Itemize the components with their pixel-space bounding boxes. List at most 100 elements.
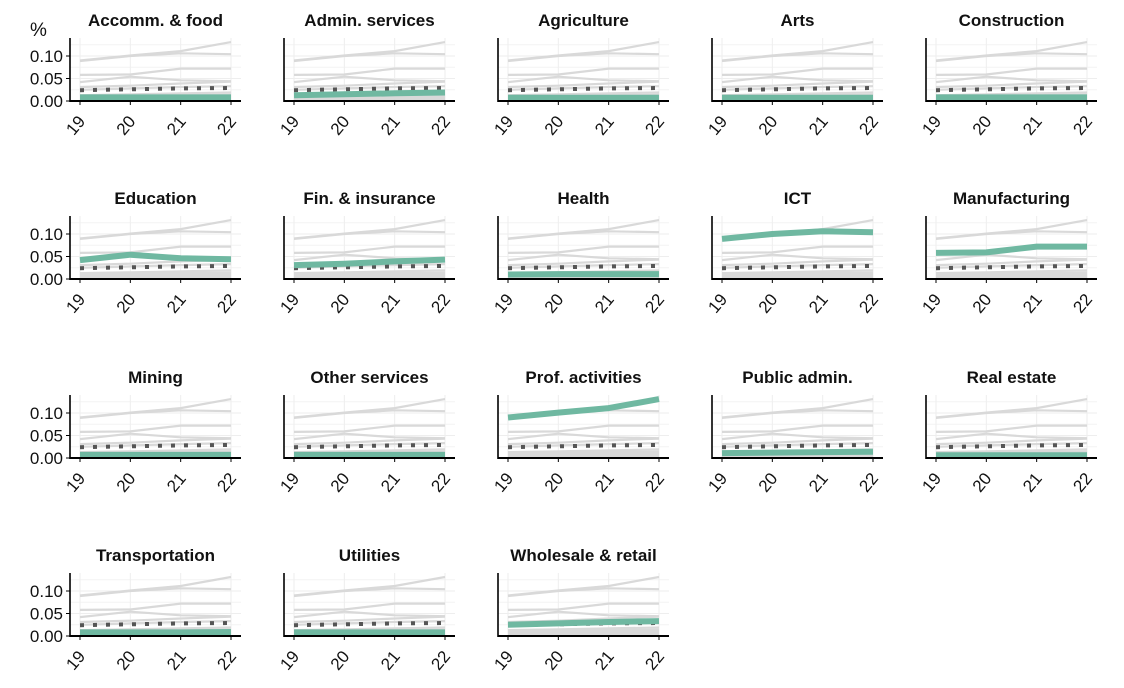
x-tick-label: 19 [490, 647, 517, 674]
panel-title: Prof. activities [525, 368, 641, 387]
x-tick-label: 19 [918, 112, 945, 139]
panel-title: Arts [780, 11, 814, 30]
x-tick-label: 21 [805, 469, 832, 496]
background-series-line [722, 69, 873, 75]
background-series-line [294, 434, 445, 439]
x-tick-label: 19 [62, 290, 89, 317]
x-tick-label: 19 [490, 290, 517, 317]
background-series-line [508, 77, 659, 82]
background-series-line [508, 612, 659, 617]
background-series-line [936, 69, 1087, 75]
x-tick-label: 22 [213, 469, 240, 496]
x-tick-label: 22 [427, 112, 454, 139]
x-tick-label: 22 [1069, 112, 1096, 139]
background-series-line [508, 434, 659, 439]
background-series-line [294, 247, 445, 253]
x-tick-label: 22 [427, 647, 454, 674]
x-tick-label: 20 [755, 469, 782, 496]
background-series-line [294, 69, 445, 75]
x-tick-label: 19 [704, 112, 731, 139]
x-tick-label: 20 [969, 112, 996, 139]
x-tick-label: 21 [163, 469, 190, 496]
background-series-line [508, 255, 659, 260]
panel-title: Public admin. [742, 368, 853, 387]
x-tick-label: 21 [591, 290, 618, 317]
x-tick-label: 19 [490, 469, 517, 496]
panel-title: Fin. & insurance [303, 189, 435, 208]
background-series-line [80, 273, 231, 274]
background-series-line [508, 69, 659, 75]
x-tick-label: 19 [62, 647, 89, 674]
background-series-line [722, 255, 873, 260]
background-series-line [80, 434, 231, 439]
background-series-line [722, 247, 873, 253]
x-tick-label: 22 [1069, 469, 1096, 496]
highlight-series-line [936, 247, 1087, 253]
background-series-line [80, 69, 231, 75]
panel-13: Public admin. 19 20 21 22 [704, 368, 883, 496]
x-tick-label: 19 [276, 112, 303, 139]
background-series-line [294, 604, 445, 610]
background-series-line [80, 426, 231, 432]
panel-title: Utilities [339, 546, 400, 565]
x-tick-label: 22 [855, 469, 882, 496]
background-series-line [294, 612, 445, 617]
panel-title: Wholesale & retail [510, 546, 656, 565]
x-tick-label: 20 [541, 112, 568, 139]
x-tick-label: 19 [704, 290, 731, 317]
panel-title: Manufacturing [953, 189, 1070, 208]
panel-title: Real estate [967, 368, 1057, 387]
panel-title: Mining [128, 368, 183, 387]
x-tick-label: 22 [427, 290, 454, 317]
x-tick-label: 19 [62, 112, 89, 139]
background-series-line [80, 247, 231, 253]
x-tick-label: 21 [591, 112, 618, 139]
x-tick-label: 22 [855, 112, 882, 139]
x-tick-label: 22 [855, 290, 882, 317]
highlight-series-line [294, 93, 445, 96]
background-series-line [508, 604, 659, 610]
y-tick-label: 0.00 [30, 627, 63, 646]
x-tick-label: 19 [704, 469, 731, 496]
panel-title: Other services [310, 368, 428, 387]
x-tick-label: 21 [1019, 290, 1046, 317]
background-series-line [508, 247, 659, 253]
background-series-line [294, 426, 445, 432]
panel-title: Transportation [96, 546, 215, 565]
x-tick-label: 21 [805, 290, 832, 317]
x-tick-label: 20 [327, 112, 354, 139]
background-series-line [936, 434, 1087, 439]
x-tick-label: 21 [163, 647, 190, 674]
y-tick-label: 0.05 [30, 427, 63, 446]
background-series-line [80, 77, 231, 82]
x-tick-label: 20 [327, 647, 354, 674]
x-tick-label: 19 [276, 647, 303, 674]
y-tick-label: 0.00 [30, 449, 63, 468]
y-tick-label: 0.05 [30, 605, 63, 624]
x-tick-label: 20 [113, 112, 140, 139]
background-series-line [936, 426, 1087, 432]
x-tick-label: 22 [213, 112, 240, 139]
x-tick-label: 20 [113, 647, 140, 674]
x-tick-label: 20 [969, 469, 996, 496]
x-tick-label: 20 [327, 290, 354, 317]
x-tick-label: 22 [427, 469, 454, 496]
x-tick-label: 19 [62, 469, 89, 496]
x-tick-label: 20 [969, 290, 996, 317]
panel-title: Accomm. & food [88, 11, 223, 30]
y-tick-label: 0.10 [30, 582, 63, 601]
